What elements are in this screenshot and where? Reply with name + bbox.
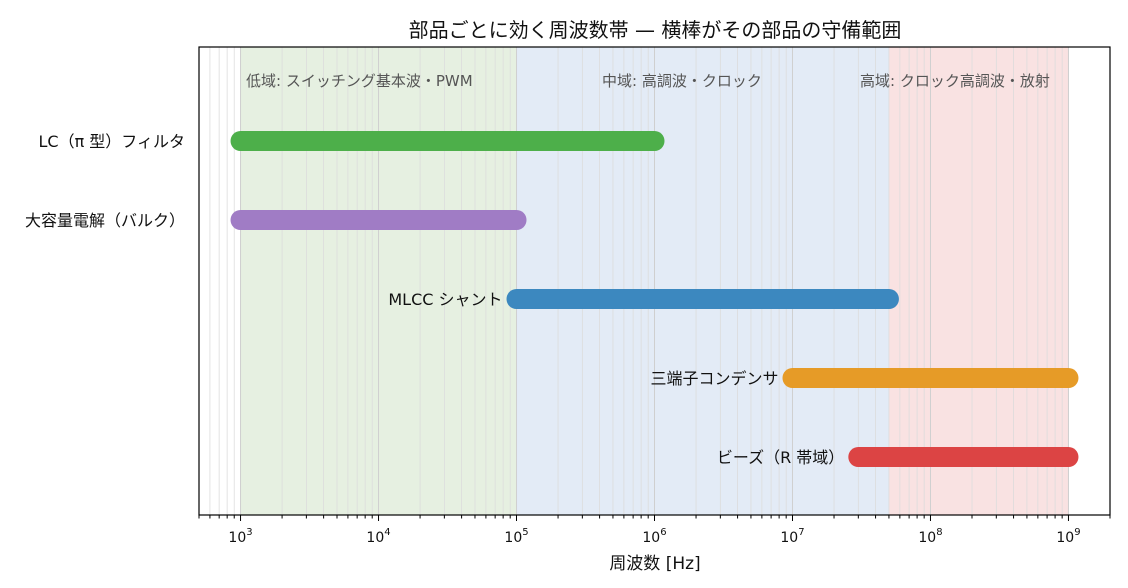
category-label: MLCC シャント (388, 290, 502, 309)
band-label: 低域: スイッチング基本波・PWM (246, 72, 473, 90)
band-region (888, 47, 1069, 515)
x-axis-label: 周波数 [Hz] (609, 554, 700, 574)
tick-base: 10 (366, 530, 384, 546)
tick-exponent: 6 (660, 527, 666, 538)
category-label: 大容量電解（バルク） (25, 211, 185, 230)
tick-exponent: 3 (246, 527, 252, 538)
tick-base: 10 (1056, 530, 1074, 546)
chart-title: 部品ごとに効く周波数帯 — 横棒がその部品の守備範囲 (409, 18, 902, 42)
category-label: 三端子コンデンサ (650, 369, 778, 388)
tick-base: 10 (918, 530, 936, 546)
tick-exponent: 4 (384, 527, 390, 538)
tick-exponent: 7 (798, 527, 804, 538)
band-region (516, 47, 889, 515)
category-label: ビーズ（R 帯域） (717, 448, 844, 467)
x-tick-label: 109 (1056, 527, 1080, 546)
x-tick-label: 105 (504, 527, 528, 546)
x-tick-label: 108 (918, 527, 942, 546)
x-tick-label: 103 (228, 527, 252, 546)
x-tick-label: 106 (642, 527, 666, 546)
x-tick-label: 107 (780, 527, 804, 546)
tick-base: 10 (780, 530, 798, 546)
tick-exponent: 9 (1074, 527, 1080, 538)
tick-base: 10 (642, 530, 660, 546)
band-label: 中域: 高調波・クロック (602, 72, 762, 90)
tick-base: 10 (504, 530, 522, 546)
category-label: LC（π 型）フィルタ (39, 132, 186, 151)
band-label: 高域: クロック高調波・放射 (860, 72, 1050, 90)
tick-base: 10 (228, 530, 246, 546)
x-tick-label: 104 (366, 527, 390, 546)
tick-exponent: 5 (522, 527, 528, 538)
tick-exponent: 8 (936, 527, 942, 538)
